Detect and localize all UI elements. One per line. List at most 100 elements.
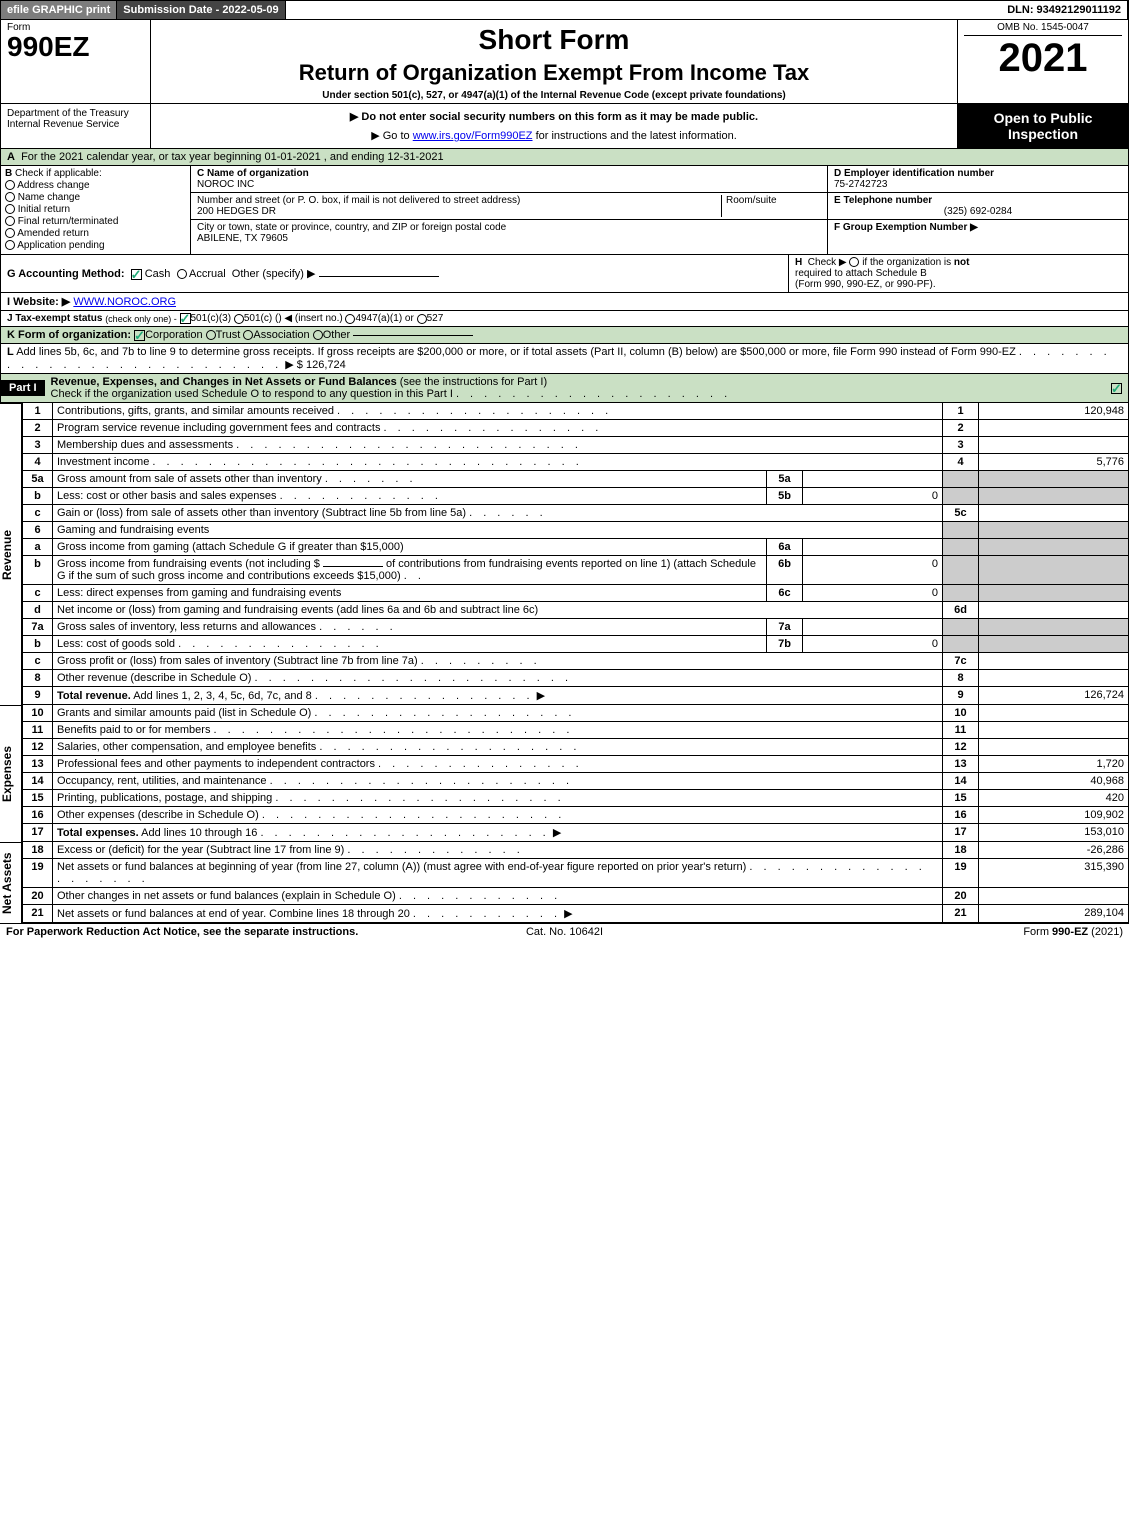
warning-ssn: ▶ Do not enter social security numbers o… <box>157 110 951 123</box>
l16-val: 109,902 <box>979 807 1129 824</box>
line-1: 1Contributions, gifts, grants, and simil… <box>23 403 1129 420</box>
check-name-change[interactable] <box>5 192 15 202</box>
j-hint: (check only one) - <box>105 314 177 324</box>
l21-val: 289,104 <box>979 905 1129 923</box>
check-accrual[interactable] <box>177 269 187 279</box>
footer-right: Form 990-EZ (2021) <box>751 926 1123 938</box>
l3-val <box>979 437 1129 454</box>
l2-val <box>979 420 1129 437</box>
check-501c[interactable] <box>234 314 244 324</box>
check-4947[interactable] <box>345 314 355 324</box>
irs-link[interactable]: www.irs.gov/Form990EZ <box>413 130 533 142</box>
l7b-val: 0 <box>803 636 943 653</box>
l21-desc: Net assets or fund balances at end of ye… <box>57 908 410 920</box>
efile-print-button[interactable]: efile GRAPHIC print <box>1 1 117 19</box>
line-7c: cGross profit or (loss) from sales of in… <box>23 653 1129 670</box>
check-h[interactable] <box>849 257 859 267</box>
section-b: B Check if applicable: Address change Na… <box>1 166 191 254</box>
ein-value: 75-2742723 <box>834 179 887 190</box>
l13-val: 1,720 <box>979 756 1129 773</box>
check-527[interactable] <box>417 314 427 324</box>
form-title: Return of Organization Exempt From Incom… <box>159 60 949 86</box>
l8-desc: Other revenue (describe in Schedule O) <box>57 672 251 684</box>
l7c-val <box>979 653 1129 670</box>
l-arrow: ▶ $ <box>285 359 303 371</box>
accrual-label: Accrual <box>189 268 226 280</box>
insert-no: ) ◀ (insert no.) <box>278 313 342 324</box>
group-exemption-label: F Group Exemption Number ▶ <box>834 222 978 233</box>
check-label-address: Address change <box>17 180 89 191</box>
tax-year: 2021 <box>964 38 1122 78</box>
line-14: 14Occupancy, rent, utilities, and mainte… <box>23 773 1129 790</box>
section-a: A For the 2021 calendar year, or tax yea… <box>0 149 1129 166</box>
l14-val: 40,968 <box>979 773 1129 790</box>
section-l: L Add lines 5b, 6c, and 7b to line 9 to … <box>0 344 1129 374</box>
check-corporation[interactable] <box>134 330 145 341</box>
other-input[interactable] <box>319 276 439 277</box>
org-name: NOROC INC <box>197 179 254 190</box>
website-link[interactable]: WWW.NOROC.ORG <box>73 296 176 308</box>
opt-501c3: 501(c)(3) <box>191 313 232 324</box>
l4-desc: Investment income <box>57 456 149 468</box>
opt-527: 527 <box>427 313 444 324</box>
check-501c3[interactable] <box>180 313 191 324</box>
l13-desc: Professional fees and other payments to … <box>57 758 375 770</box>
ein-label: D Employer identification number <box>834 168 994 179</box>
l9-arrow: ▶ <box>537 690 545 702</box>
check-association[interactable] <box>243 330 253 340</box>
check-initial-return[interactable] <box>5 204 15 214</box>
l8-val <box>979 670 1129 687</box>
check-amended-return[interactable] <box>5 228 15 238</box>
form-subtitle: Under section 501(c), 527, or 4947(a)(1)… <box>159 90 949 101</box>
l-label: L <box>7 346 14 358</box>
part-1-label: Part I <box>1 380 45 396</box>
l6c-desc: Less: direct expenses from gaming and fu… <box>53 585 767 602</box>
l6b-blank[interactable] <box>323 566 383 567</box>
h-not: not <box>954 257 970 268</box>
footer-center: Cat. No. 10642I <box>378 926 750 938</box>
check-cash[interactable] <box>131 269 142 280</box>
line-7a: 7aGross sales of inventory, less returns… <box>23 619 1129 636</box>
short-form-title: Short Form <box>159 24 949 56</box>
netassets-group: Net Assets 18Excess or (deficit) for the… <box>0 842 1129 923</box>
section-a-label: A <box>7 151 15 163</box>
omb-number: OMB No. 1545-0047 <box>964 22 1122 36</box>
opt-corp: Corporation <box>145 329 202 341</box>
check-trust[interactable] <box>206 330 216 340</box>
l6a-val <box>803 539 943 556</box>
l6c-val: 0 <box>803 585 943 602</box>
l12-desc: Salaries, other compensation, and employ… <box>57 741 316 753</box>
line-19: 19Net assets or fund balances at beginni… <box>23 859 1129 888</box>
opt-other: Other <box>323 329 351 341</box>
check-application-pending[interactable] <box>5 240 15 250</box>
l17-arrow: ▶ <box>553 827 561 839</box>
netassets-side-label: Net Assets <box>0 842 22 923</box>
other-org-input[interactable] <box>353 335 473 336</box>
check-other-org[interactable] <box>313 330 323 340</box>
warning-link: ▶ Go to www.irs.gov/Form990EZ for instru… <box>157 129 951 142</box>
l5b-val: 0 <box>803 488 943 505</box>
check-address-change[interactable] <box>5 180 15 190</box>
l10-desc: Grants and similar amounts paid (list in… <box>57 707 311 719</box>
l11-desc: Benefits paid to or for members <box>57 724 210 736</box>
part-1-check-text: Check if the organization used Schedule … <box>51 388 453 400</box>
cash-label: Cash <box>145 268 171 280</box>
l18-val: -26,286 <box>979 842 1129 859</box>
line-15: 15Printing, publications, postage, and s… <box>23 790 1129 807</box>
h-text4: (Form 990, 990-EZ, or 990-PF). <box>795 279 936 290</box>
opt-assoc: Association <box>253 329 309 341</box>
section-k: K Form of organization: Corporation Trus… <box>0 327 1129 344</box>
l20-desc: Other changes in net assets or fund bala… <box>57 890 396 902</box>
section-a-text: For the 2021 calendar year, or tax year … <box>21 151 444 163</box>
line-21: 21Net assets or fund balances at end of … <box>23 905 1129 923</box>
check-schedule-o[interactable] <box>1111 383 1122 394</box>
l7a-val <box>803 619 943 636</box>
part-1-title: Revenue, Expenses, and Changes in Net As… <box>51 376 397 388</box>
revenue-side-label: Revenue <box>0 403 22 705</box>
l7a-desc: Gross sales of inventory, less returns a… <box>57 621 316 633</box>
opt-trust: Trust <box>216 329 241 341</box>
check-final-return[interactable] <box>5 216 15 226</box>
line-17: 17Total expenses. Add lines 10 through 1… <box>23 824 1129 842</box>
section-def: D Employer identification number 75-2742… <box>828 166 1128 254</box>
expenses-group: Expenses 10Grants and similar amounts pa… <box>0 705 1129 842</box>
